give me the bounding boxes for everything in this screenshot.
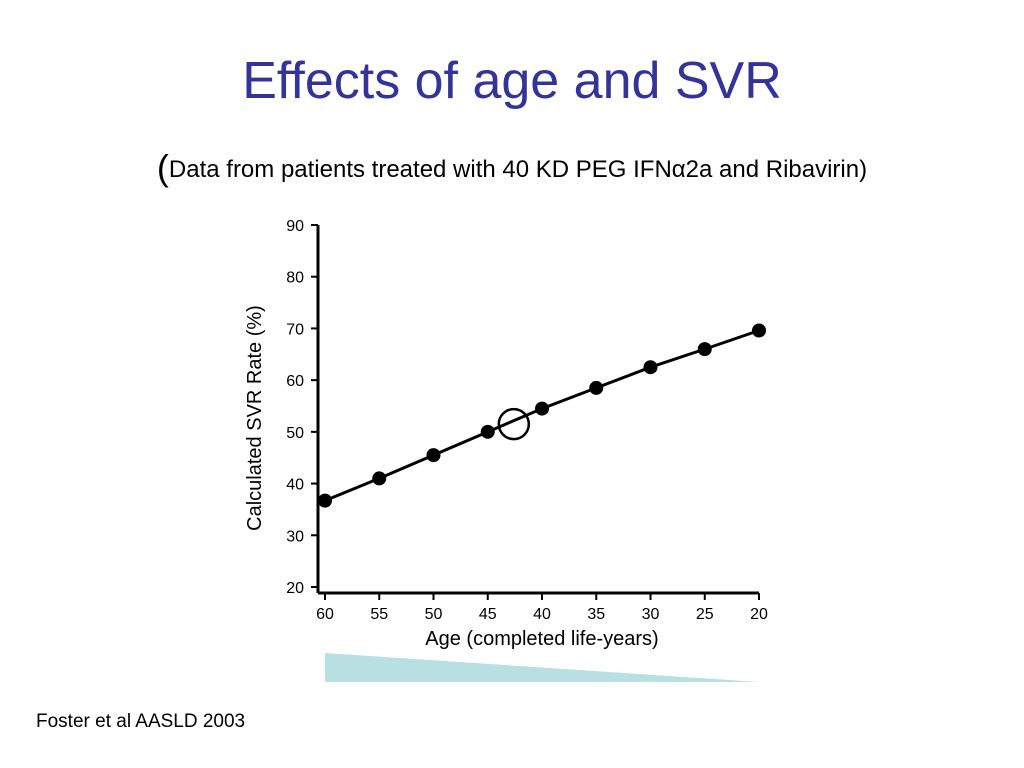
y-tick-label: 40 [286,477,304,494]
data-point [589,380,604,395]
slide-subtitle: (Data from patients treated with 40 KD P… [0,146,1024,189]
subtitle-text: Data from patients treated with 40 KD PE… [168,156,868,183]
x-tick-label: 55 [370,606,388,623]
y-tick-label: 60 [286,373,304,390]
y-tick-label: 30 [286,528,304,545]
data-point [752,323,766,338]
x-tick-label: 25 [696,606,714,623]
y-tick-label: 70 [286,321,304,338]
y-tick-label: 80 [286,270,304,287]
y-axis-label: Calculated SVR Rate (%) [244,305,266,531]
source-citation: Foster et al AASLD 2003 [36,711,246,732]
x-tick-label: 35 [587,606,605,623]
data-point [318,493,332,508]
data-point [697,342,712,357]
x-tick-label: 30 [642,606,660,623]
highlight-open-circle [497,407,531,441]
data-points [318,323,766,508]
y-axis: 20 30 40 50 60 70 80 90 [286,218,320,597]
y-tick-label: 90 [286,218,304,235]
x-tick-label: 40 [533,606,551,623]
data-point [372,471,387,486]
age-gradient-wedge [325,653,759,682]
x-tick-label: 45 [479,606,497,623]
x-tick-label: 50 [425,606,443,623]
data-point [535,401,549,416]
data-point [426,448,441,463]
subtitle-open-paren: ( [156,147,169,188]
y-tick-label: 20 [286,580,304,597]
x-tick-label: 20 [750,606,768,623]
data-point [643,360,658,375]
data-point [480,424,495,439]
x-tick-label: 60 [316,606,334,623]
x-axis-label: Age (completed life-years) [425,628,658,650]
y-tick-label: 50 [286,425,304,442]
x-axis: 60 55 50 45 40 35 30 25 20 [316,591,768,623]
slide-title: Effects of age and SVR [242,52,782,110]
